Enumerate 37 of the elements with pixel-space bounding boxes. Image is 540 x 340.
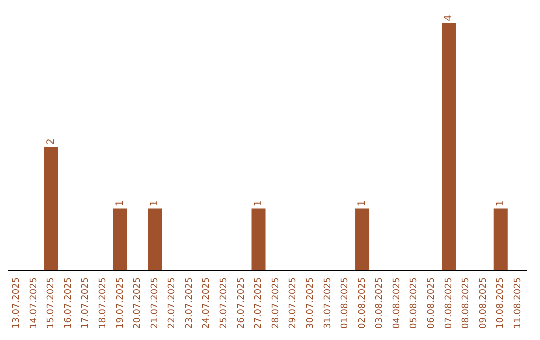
- x-tick-label: 19.07.2025: [116, 277, 126, 329]
- data-label: 1: [253, 200, 264, 207]
- data-label: 1: [150, 200, 161, 207]
- x-tick-label: 22.07.2025: [168, 277, 178, 329]
- x-tick-label: 01.08.2025: [340, 277, 351, 329]
- x-tick-label: 02.08.2025: [358, 277, 368, 329]
- x-tick-label: 11.08.2025: [514, 277, 524, 329]
- x-tick-label: 05.08.2025: [410, 277, 420, 329]
- x-tick-label: 21.07.2025: [150, 277, 160, 329]
- x-tick-label: 20.07.2025: [133, 277, 144, 329]
- x-tick-label: 27.07.2025: [254, 277, 264, 329]
- x-tick-label: 07.08.2025: [444, 277, 454, 329]
- x-tick-label: 28.07.2025: [271, 277, 282, 329]
- x-tick-label: 03.08.2025: [375, 277, 386, 329]
- data-label: 4: [444, 15, 455, 22]
- x-tick-label: 18.07.2025: [98, 277, 108, 329]
- x-tick-label: 25.07.2025: [220, 277, 230, 329]
- x-tick-label: 06.08.2025: [427, 277, 438, 329]
- x-tick-label: 31.07.2025: [323, 277, 334, 329]
- x-tick-label: 08.08.2025: [462, 277, 472, 329]
- x-tick-label: 17.07.2025: [81, 277, 92, 329]
- x-tick-label: 04.08.2025: [392, 277, 402, 329]
- data-label: 1: [115, 200, 126, 207]
- x-tick-label: 13.07.2025: [12, 277, 22, 329]
- x-tick-label: 26.07.2025: [236, 277, 247, 329]
- x-tick-label: 16.07.2025: [64, 277, 74, 329]
- x-tick-label: 23.07.2025: [184, 277, 195, 329]
- x-tick-label: 15.07.2025: [46, 277, 57, 329]
- x-tick-label: 09.08.2025: [478, 277, 489, 329]
- data-label: 1: [495, 200, 506, 207]
- data-label: 2: [46, 138, 57, 145]
- x-tick-label: 24.07.2025: [202, 277, 212, 329]
- x-tick-label: 29.07.2025: [288, 277, 299, 329]
- x-tick-label: 14.07.2025: [29, 277, 40, 329]
- data-label: 1: [357, 200, 368, 207]
- x-tick-label: 30.07.2025: [306, 277, 316, 329]
- x-tick-label: 10.08.2025: [496, 277, 506, 329]
